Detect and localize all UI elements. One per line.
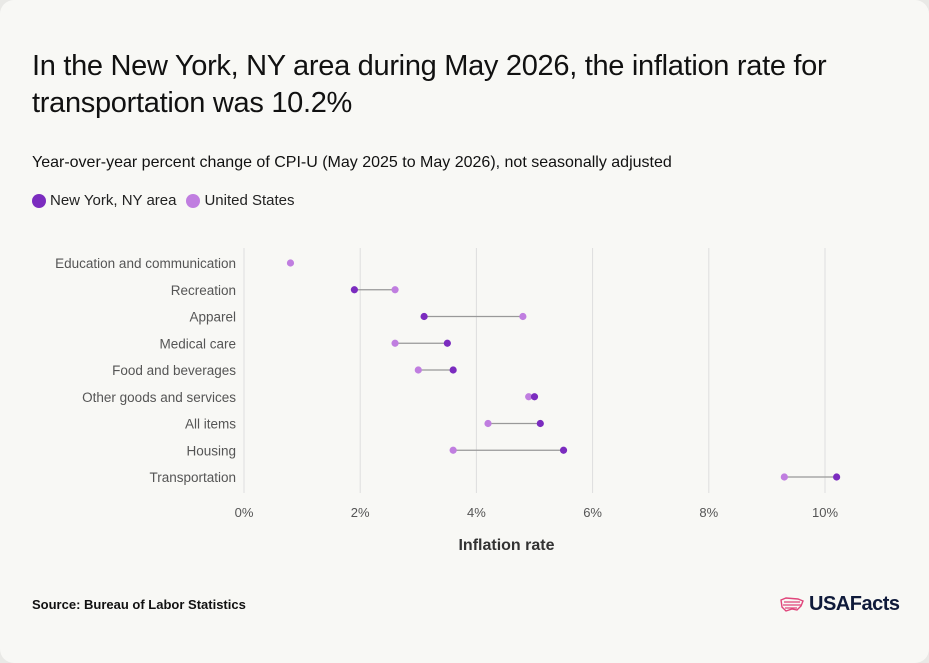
point-us [414,366,422,374]
point-us [286,259,295,267]
category-label: Medical care [159,336,236,351]
us-flag-map-icon [780,596,804,612]
category-label: Housing [186,443,236,458]
x-tick-label: 0% [235,505,254,520]
logo-text: USAFacts [809,593,900,615]
point-ny [530,393,539,401]
legend-label-us: United States [204,192,295,209]
x-tick-label: 6% [583,505,602,520]
point-us [391,339,399,347]
x-tick-label: 8% [699,505,718,520]
category-label: Food and beverages [112,363,236,378]
legend-label-ny: New York, NY area [50,192,177,209]
legend-item-us: United States [186,192,295,209]
category-label: Apparel [189,310,236,325]
legend: New York, NY area United States [32,192,295,209]
chart-title: In the New York, NY area during May 2026… [32,50,827,119]
point-us [449,446,457,454]
x-tick-label: 4% [467,505,486,520]
x-axis-title: Inflation rate [458,537,554,554]
x-tick-label: 10% [812,505,838,520]
point-ny [559,446,568,454]
legend-swatch-us [186,193,201,208]
x-tick-label: 2% [351,505,370,520]
point-us [391,286,399,294]
point-ny [833,473,841,481]
chart-subtitle: Year-over-year percent change of CPI-U (… [32,154,672,171]
legend-swatch-ny [32,193,46,208]
point-ny [420,312,428,321]
point-ny [443,339,451,347]
point-us [519,312,527,321]
category-label: All items [185,417,236,432]
point-ny [449,366,457,374]
point-us [525,393,533,401]
point-ny [536,419,544,428]
category-label: Recreation [171,283,236,298]
category-label: Education and communication [55,256,236,271]
point-us [780,473,788,481]
legend-item-ny: New York, NY area [32,192,176,209]
point-ny [350,286,358,294]
usafacts-logo: USAFacts [780,593,900,616]
category-label: Other goods and services [82,390,236,405]
point-us [484,419,492,428]
source-note: Source: Bureau of Labor Statistics [32,597,246,612]
category-label: Transportation [149,470,236,485]
